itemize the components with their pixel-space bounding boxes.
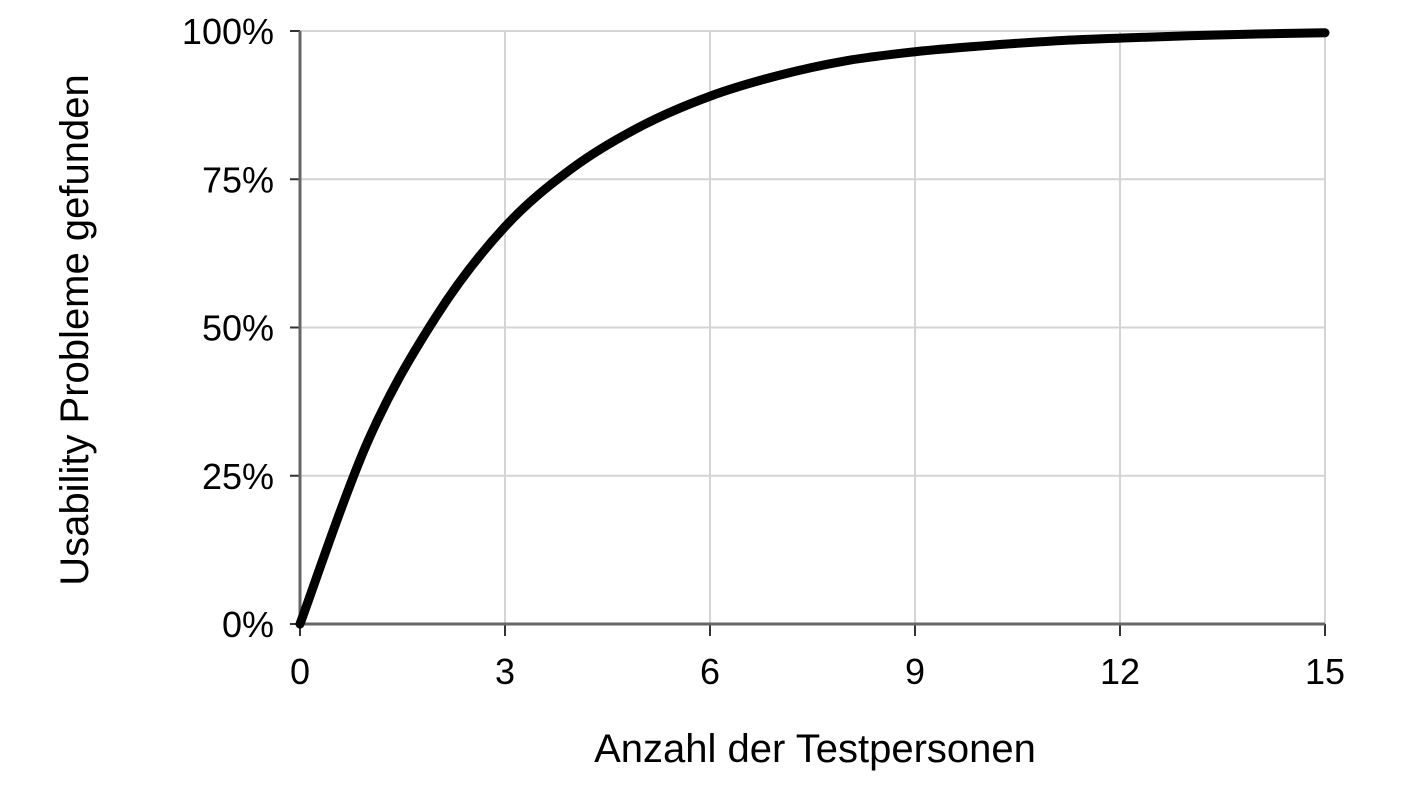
x-tick-label: 12	[1100, 651, 1140, 692]
y-tick-label: 25%	[202, 456, 274, 497]
x-axis-title: Anzahl der Testpersonen	[594, 727, 1036, 771]
x-tick-label: 15	[1305, 651, 1345, 692]
x-tick-label: 3	[495, 651, 515, 692]
tick-labels: 0% 25% 50% 75% 100% 0 3 6 9 12 15	[182, 11, 1345, 692]
series-group	[295, 28, 1330, 629]
x-tick-label: 0	[290, 651, 310, 692]
y-axis-title: Usability Probleme gefunden	[53, 74, 97, 585]
y-tick-label: 50%	[202, 308, 274, 349]
y-tick-label: 0%	[222, 604, 274, 645]
series-line	[295, 28, 1330, 629]
axes	[290, 30, 1326, 636]
y-tick-label: 75%	[202, 159, 274, 200]
grid-lines	[299, 30, 1326, 625]
x-tick-label: 6	[700, 651, 720, 692]
y-tick-label: 100%	[182, 11, 274, 52]
x-tick-label: 9	[905, 651, 925, 692]
